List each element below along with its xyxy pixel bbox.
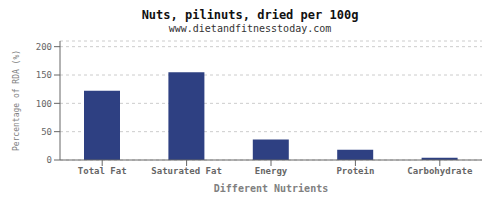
html-text:Nuts, pilinuts, dried per 100g: Nuts, pilinuts, dried per 100g [141, 8, 359, 22]
svg-text:150: 150 [36, 70, 52, 80]
svg-text:Saturated Fat: Saturated Fat [151, 166, 221, 176]
svg-text:0: 0 [47, 155, 52, 165]
svg-text:Carbohydrate: Carbohydrate [407, 166, 473, 176]
html-text:www.dietandfitnesstoday.com: www.dietandfitnesstoday.com [168, 23, 332, 34]
svg-text:200: 200 [36, 42, 52, 52]
svg-text:50: 50 [41, 127, 52, 137]
svg-text:100: 100 [36, 99, 52, 109]
svg-text:Energy: Energy [255, 166, 288, 176]
svg-text:Different Nutrients: Different Nutrients [214, 183, 328, 192]
svg-text:Total Fat: Total Fat [78, 166, 127, 176]
svg-text:Percentage of RDA (%): Percentage of RDA (%) [12, 50, 21, 151]
svg-text:Protein: Protein [336, 166, 374, 176]
